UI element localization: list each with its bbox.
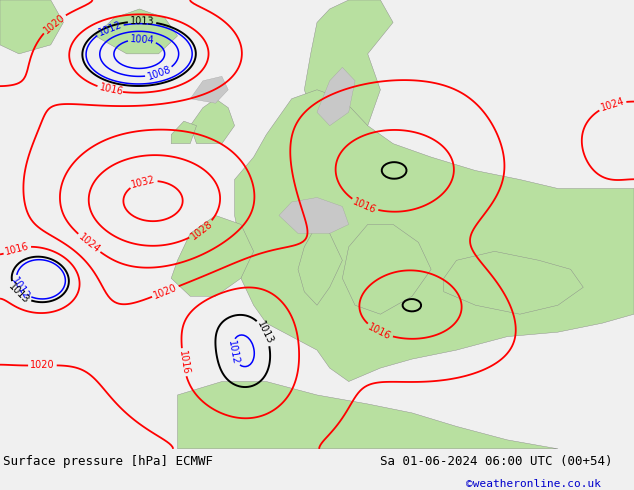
Text: 1016: 1016 <box>177 349 190 375</box>
Text: 1016: 1016 <box>351 196 378 215</box>
Text: 1012: 1012 <box>9 275 31 301</box>
Text: 1020: 1020 <box>30 360 55 370</box>
Text: 1013: 1013 <box>7 281 31 305</box>
Text: Sa 01-06-2024 06:00 UTC (00+54): Sa 01-06-2024 06:00 UTC (00+54) <box>380 455 613 467</box>
Text: 1024: 1024 <box>76 232 101 255</box>
Text: 1020: 1020 <box>152 282 179 301</box>
Text: 1008: 1008 <box>146 65 172 82</box>
Text: 1012: 1012 <box>96 20 123 38</box>
Text: 1013: 1013 <box>255 319 275 346</box>
Text: 1013: 1013 <box>130 16 155 27</box>
Text: 1012: 1012 <box>226 340 240 366</box>
Text: 1032: 1032 <box>130 174 157 190</box>
Text: 1016: 1016 <box>366 321 392 342</box>
Text: Surface pressure [hPa] ECMWF: Surface pressure [hPa] ECMWF <box>3 455 213 467</box>
Text: 1016: 1016 <box>98 83 124 98</box>
Text: 1016: 1016 <box>4 241 30 256</box>
Text: 1004: 1004 <box>129 34 155 45</box>
Text: 1020: 1020 <box>41 12 67 35</box>
Text: 1024: 1024 <box>599 96 626 113</box>
Text: ©weatheronline.co.uk: ©weatheronline.co.uk <box>466 479 601 489</box>
Text: 1028: 1028 <box>189 219 214 242</box>
